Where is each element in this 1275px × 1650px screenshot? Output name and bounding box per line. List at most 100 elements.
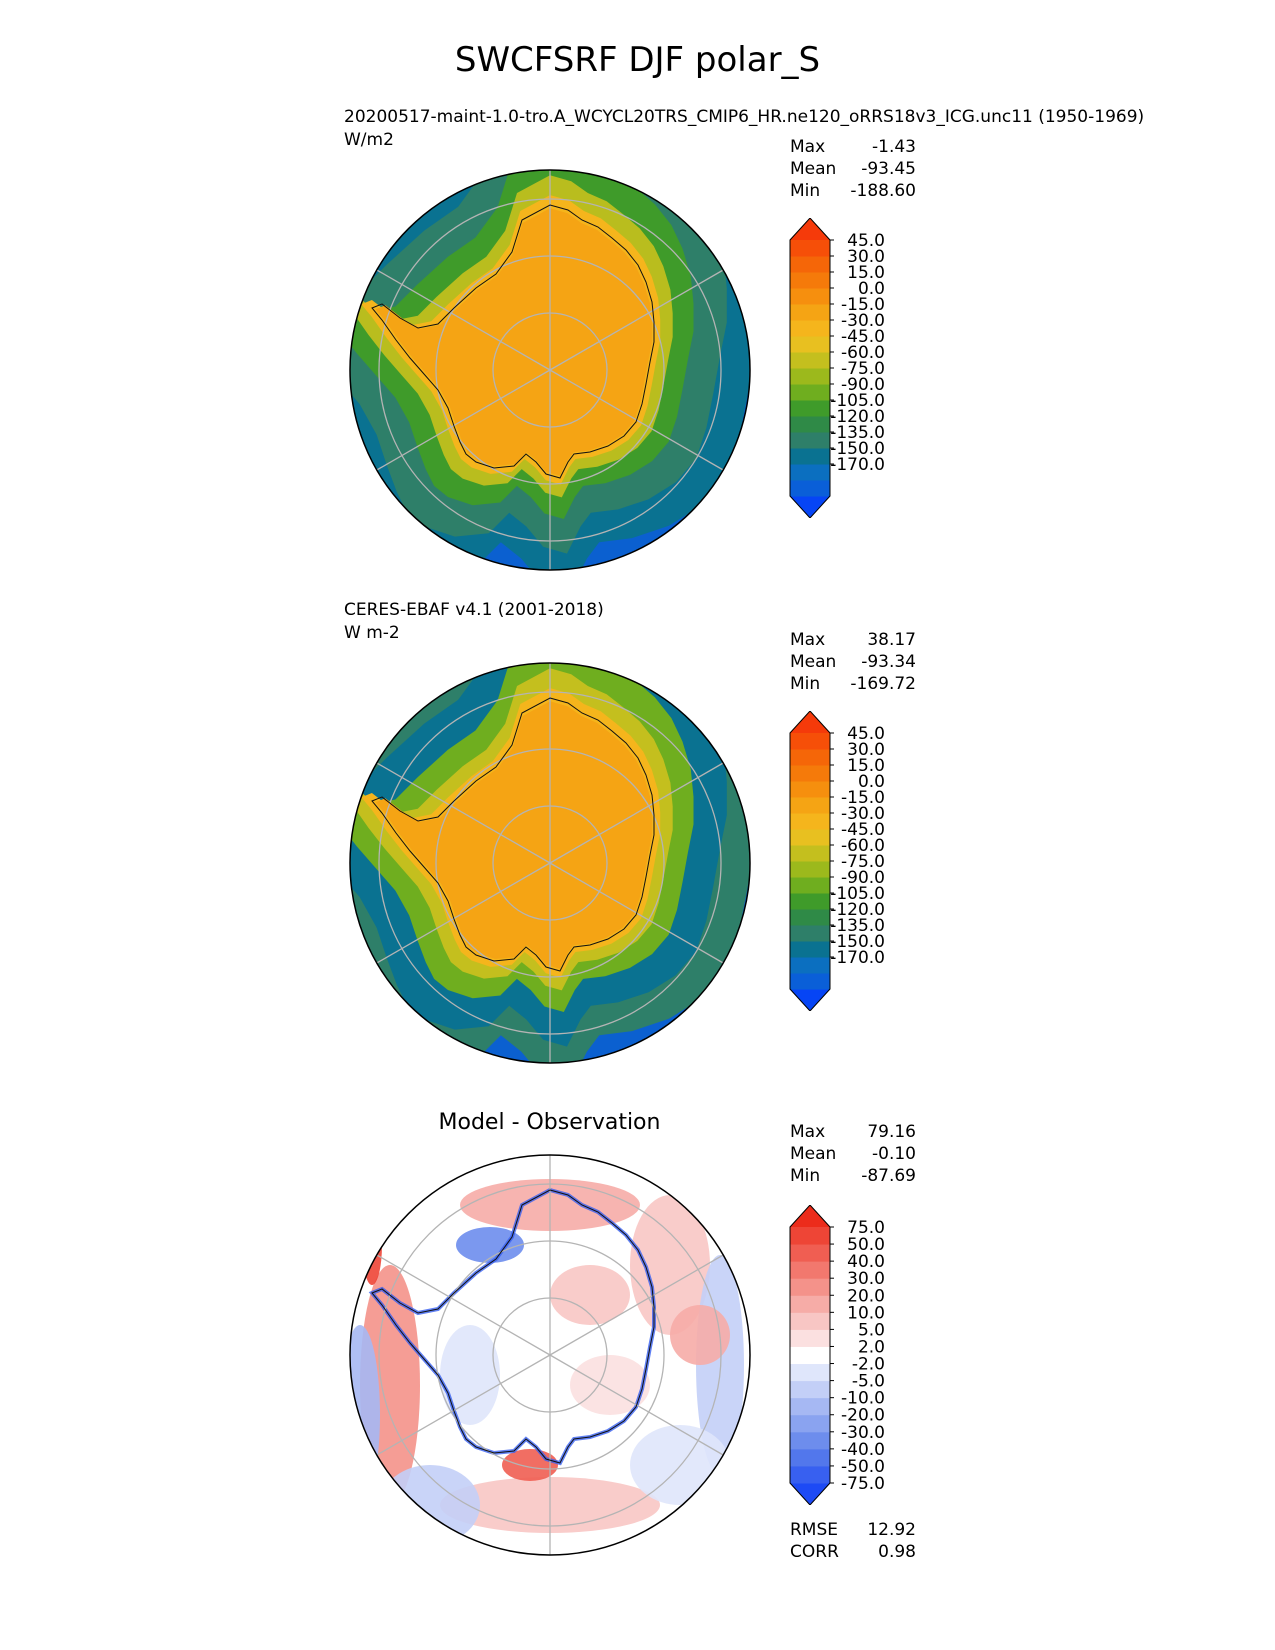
colorbar-tick-label: -5.0	[852, 1372, 885, 1392]
colorbar-swatch	[790, 925, 830, 942]
corr-value: 0.98	[878, 1542, 916, 1562]
colorbar-tick-label: 15.0	[847, 756, 885, 776]
anomaly-patch	[456, 1227, 524, 1263]
colorbar-swatch	[790, 1227, 830, 1245]
antarctica-coastline	[371, 204, 655, 479]
colorbar-swatch	[790, 1465, 830, 1484]
colorbar-tick-label: -120.0	[830, 407, 885, 427]
colorbar-tick-label: 0.0	[858, 279, 885, 299]
colorbar-tick-label: -90.0	[841, 375, 885, 395]
max-value: -1.43	[872, 137, 916, 157]
colorbar-swatch	[790, 1414, 830, 1433]
max-value: 38.17	[867, 630, 916, 650]
colorbar-swatch	[790, 749, 830, 766]
longitude-gridline	[549, 1254, 724, 1356]
colorbar-swatch	[790, 480, 830, 497]
colorbar-tick-label: 0.0	[858, 772, 885, 792]
colorbar-swatch	[790, 256, 830, 273]
colorbar-swatch	[790, 240, 830, 257]
colorbar-tick-label: -50.0	[841, 1457, 885, 1477]
colorbar-swatch	[790, 1295, 830, 1313]
colorbar-tick-label: 45.0	[847, 231, 885, 251]
colorbar-tick-label: -45.0	[841, 327, 885, 347]
min-label: Min	[790, 674, 821, 694]
continent-field	[375, 208, 652, 476]
map-field	[350, 170, 750, 570]
colorbar-tick-label: -20.0	[841, 1406, 885, 1426]
colorbar-extend-high	[790, 218, 830, 240]
min-value: -169.72	[850, 674, 916, 694]
colorbar-swatch	[790, 1363, 830, 1382]
min-value: -87.69	[861, 1166, 916, 1186]
colorbar-swatch	[790, 845, 830, 862]
colorbar-swatch	[790, 1329, 830, 1347]
colorbar-swatch	[790, 1380, 830, 1399]
colorbar-tick-label: -75.0	[841, 359, 885, 379]
max-label: Max	[790, 137, 826, 157]
figure-title: SWCFSRF DJF polar_S	[454, 40, 821, 80]
colorbar-swatch	[790, 304, 830, 321]
colorbar-swatch	[790, 1278, 830, 1296]
colorbar-outline	[789, 218, 831, 518]
anomaly-patch	[440, 1325, 500, 1425]
colorbar-tick-label: -90.0	[841, 868, 885, 888]
colorbar-tick-label: -135.0	[830, 423, 885, 443]
colorbar-swatch	[790, 288, 830, 305]
colorbar-tick-label: 40.0	[847, 1252, 885, 1272]
mean-value: -0.10	[872, 1144, 916, 1164]
colorbar-tick-label: -120.0	[830, 900, 885, 920]
max-label: Max	[790, 1122, 826, 1142]
panel-2-case-name: CERES-EBAF v4.1 (2001-2018)	[344, 600, 604, 620]
colorbar-tick-label: -60.0	[841, 836, 885, 856]
longitude-gridline	[376, 269, 551, 371]
min-value: -188.60	[850, 181, 916, 201]
colorbar-tick-label: -170.0	[830, 948, 885, 968]
colorbar-tick-label: -75.0	[841, 852, 885, 872]
colorbar-tick-label: -170.0	[830, 455, 885, 475]
colorbar-extend-high	[790, 711, 830, 733]
panel-1-units: W/m2	[344, 130, 394, 150]
longitude-gridline	[376, 369, 551, 471]
colorbar-tick-label: -150.0	[830, 439, 885, 459]
longitude-gridline	[549, 269, 724, 371]
longitude-gridline	[376, 762, 551, 864]
mean-value: -93.45	[861, 159, 916, 179]
colorbar-swatch	[790, 368, 830, 385]
longitude-gridline	[549, 762, 724, 864]
map-boundary	[349, 169, 751, 571]
colorbar-tick-label: -30.0	[841, 311, 885, 331]
colorbar-swatch	[790, 1261, 830, 1279]
longitude-gridline	[376, 1254, 551, 1356]
colorbar-tick-label: -75.0	[841, 1474, 885, 1494]
mean-label: Mean	[790, 159, 837, 179]
colorbar-tick-label: 75.0	[847, 1218, 885, 1238]
anomaly-patch	[362, 1205, 382, 1285]
colorbar-tick-label: 15.0	[847, 263, 885, 283]
colorbar-tick-label: -2.0	[852, 1355, 885, 1375]
antarctica-coastline	[371, 697, 655, 972]
max-value: 79.16	[867, 1122, 916, 1142]
colorbar-swatch	[790, 448, 830, 465]
colorbar-swatch	[790, 765, 830, 782]
colorbar-tick-label: -10.0	[841, 1389, 885, 1409]
colorbar-tick-label: 50.0	[847, 1235, 885, 1255]
colorbar-tick-label: -105.0	[830, 884, 885, 904]
panel-3-stats: Max 79.16 Mean -0.10 Min -87.69	[790, 1121, 916, 1187]
anomaly-patch	[670, 1305, 730, 1365]
panel-3-colorbar: 75.050.040.030.020.010.05.02.0-2.0-5.0-1…	[789, 1205, 885, 1505]
anomaly-patch	[570, 1355, 650, 1415]
panel-1-stats: Max -1.43 Mean -93.45 Min -188.60	[790, 136, 916, 202]
colorbar-tick-label: -40.0	[841, 1440, 885, 1460]
panel-1-case-name: 20200517-maint-1.0-tro.A_WCYCL20TRS_CMIP…	[344, 107, 1145, 127]
colorbar-swatch	[790, 336, 830, 353]
mean-value: -93.34	[861, 652, 916, 672]
colorbar-swatch	[790, 829, 830, 846]
colorbar-tick-label: -60.0	[841, 343, 885, 363]
map-boundary	[349, 1154, 751, 1556]
panel-3-metrics: RMSE 12.92 CORR 0.98	[790, 1519, 916, 1563]
panel-2-stats: Max 38.17 Mean -93.34 Min -169.72	[790, 629, 916, 695]
colorbar-extend-low	[790, 1483, 830, 1505]
panel-2-units: W m-2	[344, 623, 400, 643]
colorbar-swatch	[790, 1448, 830, 1467]
colorbar-tick-label: -105.0	[830, 391, 885, 411]
